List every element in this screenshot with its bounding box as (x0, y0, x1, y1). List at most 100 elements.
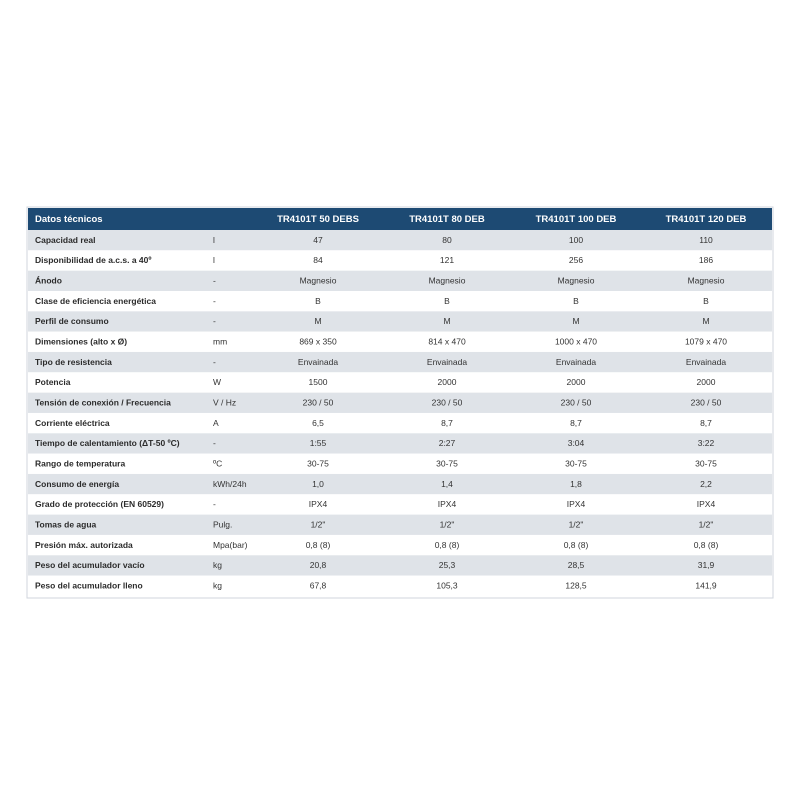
value-cell: 30-75 (436, 459, 458, 469)
value-cell: 2000 (697, 377, 716, 387)
row-label: Perfil de consumo (35, 316, 109, 326)
value-cell: 1500 (309, 377, 328, 387)
unit-cell: A (213, 418, 219, 428)
value-cell: 67,8 (310, 581, 327, 591)
unit-cell: Mpa(bar) (213, 540, 248, 550)
value-cell: 121 (440, 255, 454, 265)
table-row (28, 412, 772, 434)
value-cell: 1/2" (440, 520, 455, 530)
value-cell: M (572, 316, 579, 326)
header-cell: TR4101T 50 DEBS (277, 214, 359, 225)
value-cell: 230 / 50 (691, 398, 722, 408)
table-row (28, 331, 772, 352)
row-label: Tomas de agua (35, 520, 97, 530)
row-label: Presión máx. autorizada (35, 540, 133, 550)
row-label: Peso del acumulador lleno (35, 581, 143, 591)
value-cell: Envainada (427, 357, 467, 367)
table-row (28, 514, 772, 535)
table-row (28, 290, 772, 312)
value-cell: 1/2" (311, 520, 326, 530)
unit-cell: Pulg. (213, 520, 232, 530)
value-cell: 30-75 (565, 459, 587, 469)
value-cell: B (573, 296, 579, 306)
value-cell: 0,8 (8) (564, 540, 589, 550)
value-cell: 25,3 (439, 560, 456, 570)
value-cell: 1:55 (310, 438, 327, 448)
value-cell: Magnesio (688, 276, 725, 286)
unit-cell: - (213, 316, 216, 326)
row-label: Tipo de resistencia (35, 357, 112, 367)
row-label: Clase de eficiencia energética (35, 296, 156, 306)
value-cell: 2000 (567, 377, 586, 387)
value-cell: 1/2" (699, 520, 714, 530)
value-cell: 28,5 (568, 560, 585, 570)
row-label: Corriente eléctrica (35, 418, 110, 428)
unit-cell: - (213, 438, 216, 448)
table-row (28, 453, 772, 474)
value-cell: 8,7 (700, 418, 712, 428)
value-cell: 1,8 (570, 479, 582, 489)
value-cell: 110 (699, 235, 713, 245)
value-cell: 0,8 (8) (306, 540, 331, 550)
value-cell: 2:27 (439, 438, 456, 448)
row-label: Rango de temperatura (35, 459, 125, 469)
unit-cell: l (213, 235, 215, 245)
table-row (28, 534, 772, 556)
unit-cell: l (213, 255, 215, 265)
unit-cell: V / Hz (213, 398, 236, 408)
value-cell: IPX4 (567, 499, 586, 509)
unit-cell: - (213, 276, 216, 286)
value-cell: 3:04 (568, 438, 585, 448)
value-cell: Envainada (556, 357, 596, 367)
value-cell: M (702, 316, 709, 326)
row-label: Potencia (35, 377, 71, 387)
value-cell: 869 x 350 (299, 337, 337, 347)
value-cell: 80 (442, 235, 452, 245)
value-cell: 128,5 (565, 581, 587, 591)
value-cell: Envainada (298, 357, 338, 367)
unit-cell: - (213, 296, 216, 306)
value-cell: 1/2" (569, 520, 584, 530)
value-cell: 230 / 50 (561, 398, 592, 408)
table-row (28, 575, 772, 596)
table-row (28, 250, 772, 271)
row-label: Consumo de energía (35, 479, 119, 489)
table-row (28, 351, 772, 373)
value-cell: B (444, 296, 450, 306)
value-cell: 105,3 (436, 581, 458, 591)
unit-cell: mm (213, 337, 227, 347)
table-row (28, 494, 772, 515)
value-cell: 3:22 (698, 438, 715, 448)
row-label: Dimensiones (alto x Ø) (35, 337, 127, 347)
value-cell: 6,5 (312, 418, 324, 428)
value-cell: Magnesio (429, 276, 466, 286)
value-cell: 1079 x 470 (685, 337, 727, 347)
value-cell: 8,7 (441, 418, 453, 428)
table-row (28, 555, 772, 576)
row-label: Peso del acumulador vacío (35, 560, 145, 570)
value-cell: M (314, 316, 321, 326)
value-cell: 2000 (438, 377, 457, 387)
row-label: Tensión de conexión / Frecuencia (35, 398, 171, 408)
unit-cell: - (213, 499, 216, 509)
value-cell: 30-75 (695, 459, 717, 469)
value-cell: IPX4 (697, 499, 716, 509)
value-cell: B (315, 296, 321, 306)
unit-cell: kg (213, 560, 222, 570)
unit-cell: - (213, 357, 216, 367)
table-row (28, 270, 772, 291)
value-cell: 47 (313, 235, 323, 245)
value-cell: Magnesio (300, 276, 337, 286)
table-border (26, 206, 774, 599)
value-cell: 31,9 (698, 560, 715, 570)
header-cell: TR4101T 80 DEB (409, 214, 485, 225)
row-label: Disponibilidad de a.c.s. a 40º (35, 255, 151, 265)
unit-cell: kWh/24h (213, 479, 247, 489)
value-cell: 230 / 50 (432, 398, 463, 408)
unit-cell: W (213, 377, 221, 387)
row-label: Grado de protección (EN 60529) (35, 499, 164, 509)
value-cell: 100 (569, 235, 583, 245)
table-row (28, 473, 772, 495)
value-cell: 1,0 (312, 479, 324, 489)
